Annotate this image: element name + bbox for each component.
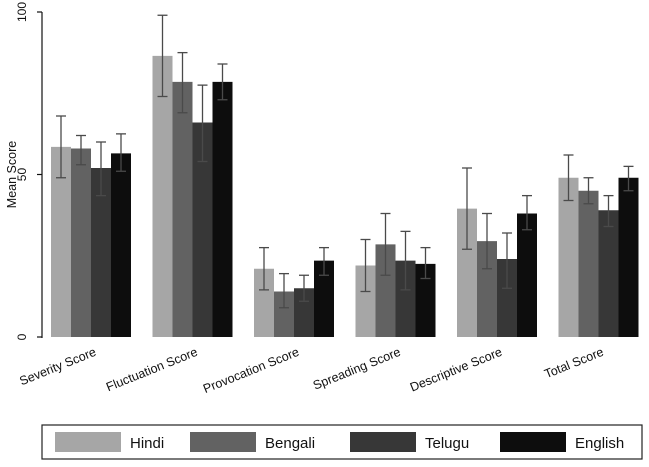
- bar-english-3: [415, 263, 436, 337]
- x-tick-label: Fluctuation Score: [104, 345, 199, 394]
- error-bar-telugu-3: [400, 230, 411, 291]
- bar-hindi-3: [355, 265, 376, 337]
- error-bar-telugu-0: [96, 141, 106, 197]
- error-bar-bengali-0: [76, 134, 86, 166]
- x-tick-label: Provocation Score: [201, 345, 301, 396]
- x-tick-label: Total Score: [542, 345, 605, 381]
- x-tick-label: Spreading Score: [311, 345, 403, 393]
- bar-hindi-2: [254, 268, 274, 337]
- error-bar-english-4: [522, 194, 532, 231]
- error-bar-bengali-2: [279, 272, 289, 309]
- legend-label: Telugu: [425, 435, 469, 452]
- error-bar-bengali-5: [583, 177, 594, 205]
- y-axis-title: Mean Score: [5, 141, 19, 208]
- bar-bengali-3: [375, 244, 396, 337]
- bar-bengali-2: [274, 291, 294, 337]
- bar-bengali-1: [172, 81, 193, 337]
- bar-telugu-5: [598, 210, 619, 337]
- error-bar-english-1: [217, 63, 228, 101]
- error-bar-telugu-4: [502, 232, 512, 289]
- error-bar-hindi-0: [56, 115, 66, 179]
- error-bar-bengali-3: [380, 212, 391, 276]
- error-bar-telugu-2: [299, 274, 309, 302]
- legend-label: English: [575, 435, 624, 452]
- plot-area: [51, 14, 639, 337]
- bar-group-0: [51, 115, 131, 337]
- error-bar-telugu-5: [603, 194, 614, 228]
- error-bar-english-0: [116, 133, 126, 172]
- bar-group-1: [152, 14, 233, 337]
- bar-bengali-4: [477, 241, 497, 337]
- y-tick-label: 100: [15, 2, 29, 22]
- bar-hindi-0: [51, 146, 71, 337]
- error-bar-hindi-3: [360, 238, 371, 293]
- bar-telugu-2: [294, 288, 314, 337]
- bar-group-3: [355, 212, 436, 337]
- error-bar-english-5: [623, 165, 634, 192]
- error-bar-telugu-1: [197, 84, 208, 163]
- legend-label: Bengali: [265, 435, 315, 452]
- error-bar-bengali-4: [482, 212, 492, 270]
- bar-english-0: [111, 153, 131, 337]
- y-tick-label: 50: [15, 168, 29, 182]
- bar-english-4: [517, 213, 537, 337]
- bar-english-5: [618, 177, 639, 337]
- legend-swatch: [350, 432, 416, 452]
- x-tick-label: Severity Score: [18, 345, 99, 388]
- bar-hindi-1: [152, 55, 173, 337]
- bar-english-2: [314, 260, 334, 337]
- legend: Hindi Bengali Telugu English: [41, 424, 643, 460]
- x-tick-label: Descriptive Score: [408, 345, 504, 395]
- error-bar-hindi-1: [157, 14, 168, 98]
- legend-label: Hindi: [130, 435, 164, 452]
- bar-telugu-4: [497, 259, 517, 337]
- legend-swatch: [190, 432, 256, 452]
- legend-swatch: [500, 432, 566, 452]
- error-bar-hindi-2: [259, 246, 269, 291]
- bar-hindi-5: [558, 177, 579, 337]
- legend-swatch: [55, 432, 121, 452]
- bar-telugu-0: [91, 168, 111, 337]
- error-bar-hindi-5: [563, 154, 574, 202]
- y-tick-label: 0: [15, 333, 29, 340]
- error-bar-english-2: [319, 246, 329, 276]
- legend-item-telugu: Telugu: [350, 432, 469, 452]
- bar-group-2: [254, 246, 334, 337]
- bar-hindi-4: [457, 208, 477, 337]
- bar-english-1: [212, 81, 233, 337]
- bar-bengali-5: [578, 190, 599, 337]
- legend-item-english: English: [500, 432, 624, 452]
- bar-group-4: [457, 167, 537, 337]
- bar-group-5: [558, 154, 639, 337]
- error-bar-hindi-4: [462, 167, 472, 250]
- bar-bengali-0: [71, 148, 91, 337]
- bar-telugu-1: [192, 122, 213, 337]
- legend-item-bengali: Bengali: [190, 432, 315, 452]
- error-bar-english-3: [420, 246, 431, 280]
- bar-telugu-3: [395, 260, 416, 337]
- error-bar-bengali-1: [177, 51, 188, 114]
- legend-item-hindi: Hindi: [55, 432, 164, 452]
